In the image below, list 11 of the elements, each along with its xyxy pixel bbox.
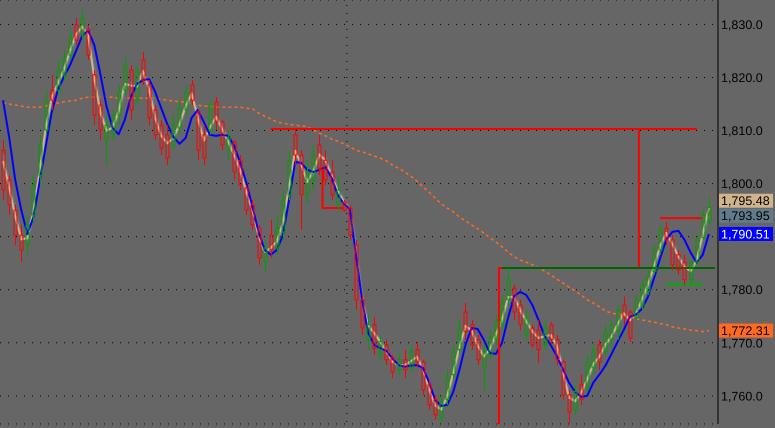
data-label: 1,793.95 [721, 209, 770, 224]
y-tick-label: 1,830.0 [721, 18, 763, 32]
y-tick-label: 1,760.0 [721, 389, 763, 404]
data-label: 1,790.51 [721, 227, 770, 242]
data-label: 1,795.48 [721, 194, 770, 208]
y-tick-label: 1,780.0 [721, 283, 763, 298]
y-tick-label: 1,800.0 [721, 177, 763, 192]
y-tick-label: 1,810.0 [721, 124, 763, 138]
data-label: 1,772.31 [721, 324, 770, 338]
y-tick-label: 1,820.0 [721, 70, 763, 85]
y-tick-label: 1,770.0 [721, 336, 763, 350]
